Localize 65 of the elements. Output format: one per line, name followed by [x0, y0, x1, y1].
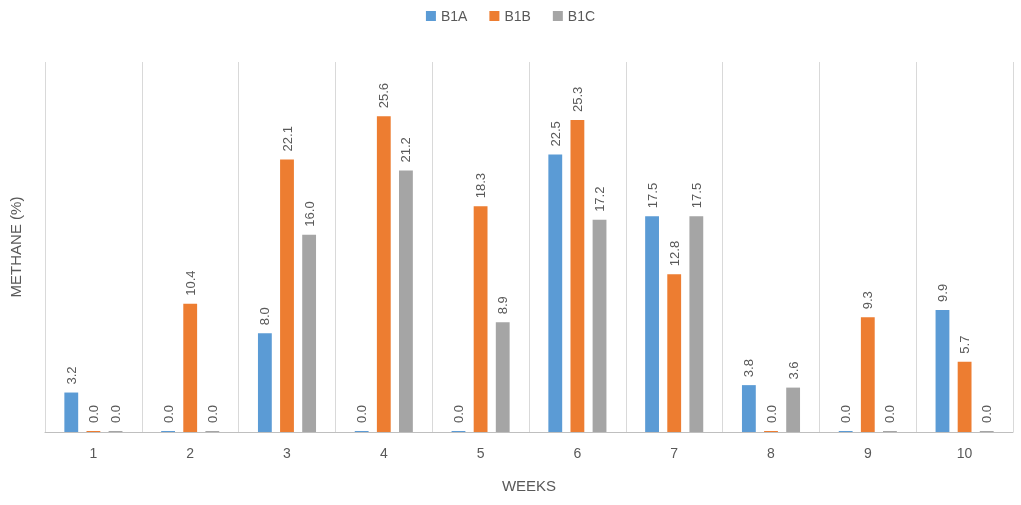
- legend-label: B1B: [504, 8, 531, 24]
- bar: [860, 317, 875, 432]
- bar: [257, 333, 272, 432]
- data-label: 8.9: [495, 296, 511, 315]
- data-label: 3.8: [741, 359, 757, 378]
- data-label: 3.6: [785, 361, 801, 380]
- bar: [570, 119, 585, 432]
- data-label: 0.0: [979, 404, 995, 423]
- data-label: 8.0: [257, 307, 273, 326]
- x-tick-label: 5: [476, 445, 485, 461]
- legend-label: B1A: [440, 8, 469, 24]
- bar: [667, 274, 682, 432]
- data-label: 0.0: [108, 404, 124, 423]
- x-tick-label: 8: [767, 445, 776, 461]
- data-label: 0.0: [204, 404, 220, 423]
- legend-label: B1C: [567, 8, 596, 24]
- bar: [645, 216, 659, 432]
- data-label: 22.1: [279, 126, 295, 152]
- x-axis-title: WEEKS: [501, 477, 557, 494]
- data-label: 25.6: [376, 82, 392, 109]
- data-label: 0.0: [838, 404, 854, 423]
- x-tick-label: 4: [379, 445, 388, 461]
- data-label: 9.3: [860, 291, 876, 310]
- data-label: 17.5: [688, 182, 704, 209]
- data-label: 17.5: [644, 182, 660, 209]
- bar: [689, 216, 704, 432]
- data-label: 25.3: [569, 86, 585, 112]
- data-label: 12.8: [666, 240, 682, 267]
- bar: [64, 392, 79, 432]
- x-tick-label: 6: [573, 445, 582, 461]
- data-label: 18.3: [473, 172, 489, 199]
- y-axis-title: METHANE (%): [7, 196, 24, 298]
- bar: [548, 154, 563, 432]
- data-label: 0.0: [160, 404, 176, 423]
- bar: [935, 309, 950, 432]
- x-tick-label: 10: [956, 445, 973, 461]
- bar: [495, 322, 510, 432]
- bar: [592, 219, 607, 432]
- data-label: 10.4: [182, 270, 198, 296]
- data-label: 21.2: [398, 137, 414, 163]
- bar: [786, 387, 801, 432]
- bar: [183, 303, 198, 432]
- x-tick-label: 3: [283, 445, 292, 461]
- bar: [399, 170, 413, 432]
- x-tick-label: 9: [863, 445, 872, 461]
- data-label: 0.0: [763, 404, 779, 423]
- bar: [302, 234, 317, 432]
- bar: [957, 361, 972, 432]
- data-label: 22.5: [547, 121, 563, 147]
- data-label: 3.2: [63, 366, 79, 385]
- x-tick-label: 7: [670, 445, 679, 461]
- data-label: 5.7: [957, 335, 973, 354]
- bar: [280, 159, 294, 432]
- data-label: 0.0: [354, 404, 370, 423]
- bar: [376, 116, 391, 432]
- data-label: 0.0: [85, 404, 101, 423]
- data-label: 9.9: [934, 283, 950, 302]
- bar: [741, 385, 756, 432]
- x-tick-label: 2: [186, 445, 195, 461]
- data-label: 17.2: [592, 186, 608, 212]
- data-label: 16.0: [301, 201, 317, 227]
- bar: [473, 206, 488, 432]
- x-tick-label: 1: [89, 445, 98, 461]
- data-label: 0.0: [882, 404, 898, 423]
- data-label: 0.0: [450, 404, 466, 423]
